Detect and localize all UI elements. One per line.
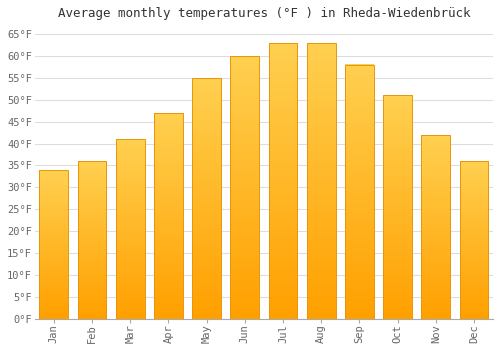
Bar xyxy=(154,113,182,319)
Bar xyxy=(422,135,450,319)
Bar xyxy=(383,95,412,319)
Bar xyxy=(268,43,298,319)
Bar xyxy=(230,56,259,319)
Bar xyxy=(192,78,221,319)
Bar xyxy=(307,43,336,319)
Bar xyxy=(40,170,68,319)
Bar xyxy=(345,65,374,319)
Bar xyxy=(116,139,144,319)
Bar xyxy=(460,161,488,319)
Title: Average monthly temperatures (°F ) in Rheda-Wiedenbrück: Average monthly temperatures (°F ) in Rh… xyxy=(58,7,470,20)
Bar xyxy=(78,161,106,319)
